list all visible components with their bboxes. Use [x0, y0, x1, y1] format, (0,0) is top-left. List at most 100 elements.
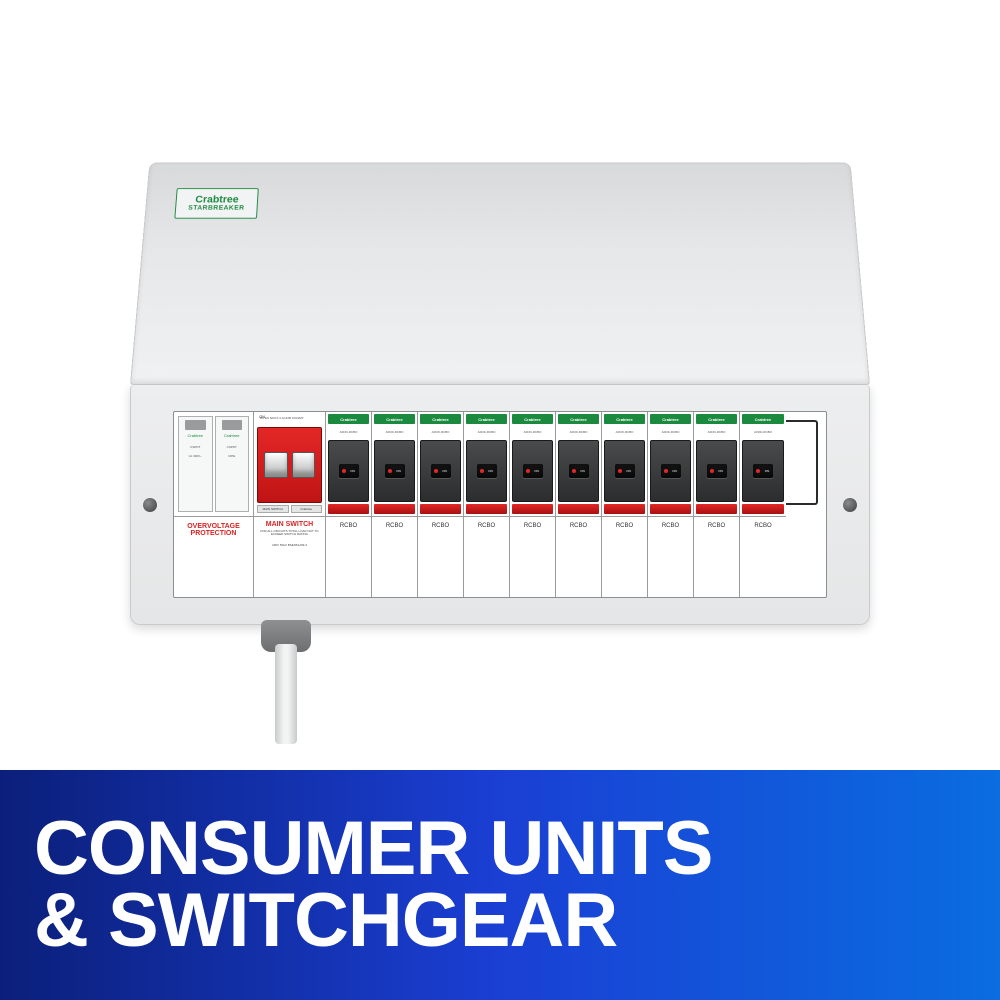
rcbo-base [512, 504, 553, 514]
banner-text: CONSUMER UNITS & SWITCHGEAR [34, 813, 712, 957]
rcbo-switch: ON [420, 440, 461, 502]
ov-button-2 [222, 420, 243, 430]
rcbo-breaker: CrabtreeAFDD-RCBOON [372, 412, 417, 516]
rcbo-brand: Crabtree [420, 414, 461, 424]
main-spec: BS EN 60947-3 AC22B 100/2MT [257, 415, 322, 427]
unit-body: Crabtree CSPDT Uc 300V~ Crabtree CSPDT N… [130, 385, 870, 625]
rcbo-on: ON [765, 469, 770, 473]
rcbo-slot: CrabtreeAFDD-RCBO ON RCBO [648, 412, 694, 597]
rcbo-breaker: CrabtreeAFDD-RCBOON [464, 412, 509, 516]
rcbo-breaker: CrabtreeAFDD-RCBOON [694, 412, 739, 516]
rcbo-on: ON [672, 469, 677, 473]
rcbo-label: RCBO [648, 516, 693, 597]
rcbo-indicator [480, 469, 484, 473]
banner-line2: & SWITCHGEAR [34, 885, 712, 957]
rcbo-toggle: ON [753, 464, 773, 478]
rcbo-type: AFDD-RCBO [420, 424, 461, 440]
rcbo-indicator [572, 469, 576, 473]
rcbo-brand: Crabtree [512, 414, 553, 424]
rcbo-base [420, 504, 461, 514]
blanking-bracket-slot [786, 412, 826, 597]
main-switch-top: ON BS EN 60947-3 AC22B 100/2MT MAIN SWIT… [254, 412, 325, 516]
rcbo-type: AFDD-RCBO [328, 424, 369, 440]
rcbo-breaker: CrabtreeAFDD-RCBO ON [510, 412, 555, 516]
rcbo-type: AFDD-RCBO [512, 424, 553, 440]
rcbo-switch: ON [650, 440, 691, 502]
rcbo-on: ON [488, 469, 493, 473]
rcbo-slot: CrabtreeAFDD-RCBO ON RCBO [510, 412, 556, 597]
rcbo-label: RCBO [464, 516, 509, 597]
rcbo-toggle: ON [385, 464, 405, 478]
din-bracket [792, 420, 818, 505]
rcbo-toggle: ON [523, 464, 543, 478]
rcbo-label: RCBO [326, 516, 371, 597]
rcbo-breaker: CrabtreeAFDD-RCBOON [556, 412, 601, 516]
main-switch-label: MAIN SWITCH FOR ALL CIRCUITS TOTAL LOAD … [254, 516, 325, 597]
overvoltage-modules: Crabtree CSPDT Uc 300V~ Crabtree CSPDT N… [174, 412, 253, 516]
rcbo-toggle: ON [661, 464, 681, 478]
rcbo-base [466, 504, 507, 514]
rcbo-on: ON [718, 469, 723, 473]
rcbo-label: RCBO [510, 516, 555, 597]
rcbo-toggle: ON [339, 464, 359, 478]
rcbo-toggle: ON [431, 464, 451, 478]
rcbo-indicator [756, 469, 760, 473]
rcbo-breaker: CrabtreeAFDD-RCBO ON [740, 412, 786, 516]
rcbo-slot: CrabtreeAFDD-RCBO ON RCBO [740, 412, 786, 597]
ov-mod2-l1: CSPDT [216, 446, 249, 450]
main-switch-slot: ON BS EN 60947-3 AC22B 100/2MT MAIN SWIT… [254, 412, 326, 597]
rcbo-on: ON [580, 469, 585, 473]
rcbo-base [696, 504, 737, 514]
rcbo-label: RCBO [740, 516, 786, 597]
rcbo-slot: CrabtreeAFDD-RCBOONRCBO [556, 412, 602, 597]
rcbo-type: AFDD-RCBO [650, 424, 691, 440]
ov-button-1 [185, 420, 206, 430]
rcbo-switch: ON [374, 440, 415, 502]
unit-lid: Crabtree STARBREAKER [130, 163, 870, 385]
overvoltage-module-2: Crabtree CSPDT N/PE [215, 416, 250, 512]
rcbo-indicator [526, 469, 530, 473]
rcbo-on: ON [396, 469, 401, 473]
ov-brand-1: Crabtree [179, 433, 212, 438]
brand-badge: Crabtree STARBREAKER [174, 188, 258, 218]
rcbo-brand: Crabtree [328, 414, 369, 424]
rcbo-base [558, 504, 599, 514]
main-title: MAIN SWITCH [266, 521, 313, 528]
rcbo-slot: CrabtreeAFDD-RCBO ON RCBO [326, 412, 372, 597]
rcbo-brand: Crabtree [742, 414, 784, 424]
screw-right [843, 498, 857, 512]
main-foot-2: Crabtree [291, 505, 323, 513]
rcbo-switch: ON [466, 440, 507, 502]
rcbo-type: AFDD-RCBO [604, 424, 645, 440]
rcbo-brand: Crabtree [604, 414, 645, 424]
brand-line1: Crabtree [195, 195, 239, 206]
rcbo-label: RCBO [372, 516, 417, 597]
breaker-panel: Crabtree CSPDT Uc 300V~ Crabtree CSPDT N… [173, 411, 827, 598]
rcbo-switch: ON [604, 440, 645, 502]
rcbo-toggle: ON [569, 464, 589, 478]
category-banner: CONSUMER UNITS & SWITCHGEAR [0, 770, 1000, 1000]
rcbo-base [742, 504, 784, 514]
main-handle-2 [292, 452, 315, 478]
rcbo-breaker: CrabtreeAFDD-RCBO ON [326, 412, 371, 516]
rcbo-indicator [664, 469, 668, 473]
product-image-area: Crabtree STARBREAKER Crabtree CSPDT Uc 3… [0, 0, 1000, 770]
rcbo-brand: Crabtree [696, 414, 737, 424]
rcbo-slot: CrabtreeAFDD-RCBOONRCBO [464, 412, 510, 597]
brand-line2: STARBREAKER [188, 205, 245, 212]
main-rating: 230V 50Hz BSEN61439-3 [272, 543, 307, 547]
rcbo-switch: ON [328, 440, 369, 502]
rcbo-on: ON [350, 469, 355, 473]
rcbo-brand: Crabtree [650, 414, 691, 424]
banner-line1: CONSUMER UNITS [34, 813, 712, 885]
rcbo-toggle: ON [477, 464, 497, 478]
rcbo-label: RCBO [556, 516, 601, 597]
rcbo-type: AFDD-RCBO [742, 424, 784, 440]
rcbo-label: RCBO [602, 516, 647, 597]
rcbo-switch: ON [696, 440, 737, 502]
supply-cable [275, 644, 297, 744]
rcbo-indicator [710, 469, 714, 473]
rcbo-on: ON [626, 469, 631, 473]
main-sub: FOR ALL CIRCUITS TOTAL LOAD NOT TO EXCEE… [254, 530, 325, 537]
rcbo-toggle: ON [615, 464, 635, 478]
